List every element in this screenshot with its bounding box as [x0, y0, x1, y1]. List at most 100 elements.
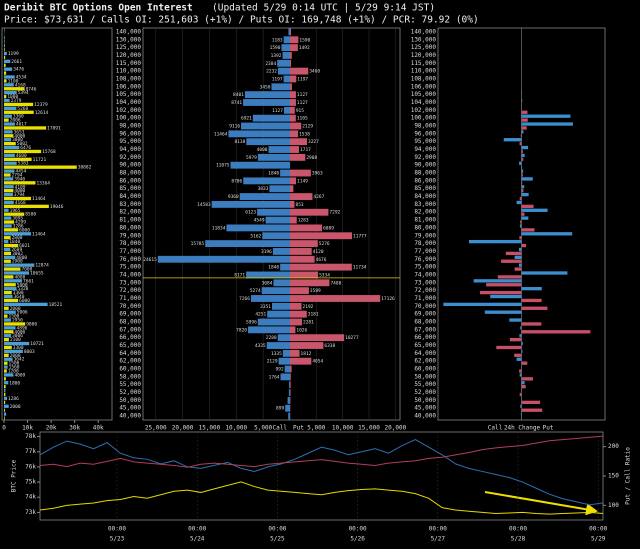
put-bar	[290, 114, 296, 122]
x-tick-label: 5,000	[307, 425, 325, 432]
change-bar	[521, 173, 523, 177]
history-line	[39, 481, 604, 515]
strike-label: 78,000	[119, 240, 141, 247]
put-bar	[290, 59, 292, 67]
x-tick-label: 40k	[93, 425, 104, 432]
bar-label: 6123	[245, 210, 256, 216]
left-frame	[1, 27, 113, 421]
strike-label: 108,000	[411, 75, 437, 82]
left-bar	[4, 388, 6, 393]
change-bar	[521, 243, 527, 248]
bar-label: 14583	[197, 202, 211, 208]
left-bar	[4, 392, 6, 397]
left-bar	[4, 185, 14, 189]
strike-label: 92,000	[119, 154, 141, 161]
left-bar	[4, 204, 49, 209]
bar-label: 9360	[228, 194, 239, 200]
left-bar	[4, 126, 47, 130]
bar-label: 7000	[21, 267, 32, 273]
bar-label: 6000	[19, 298, 30, 304]
bar-label: 19046	[50, 204, 64, 210]
left-bar	[4, 87, 25, 91]
bar-label: 2800	[12, 235, 23, 241]
strike-label: 60,000	[414, 366, 436, 373]
left-bar	[4, 232, 32, 236]
change-bar	[521, 361, 528, 365]
call-bar	[269, 185, 290, 193]
bar-label: 4120	[313, 249, 324, 255]
change-bar	[521, 145, 529, 150]
change-bar	[521, 181, 523, 185]
bar-label: 12614	[35, 110, 49, 116]
bar-label: 3476	[13, 67, 24, 73]
put-bar	[290, 302, 302, 310]
change-bar	[473, 279, 522, 283]
left-bar	[4, 404, 9, 408]
put-bar	[290, 326, 296, 334]
x-tick-label: 15,000	[199, 425, 221, 432]
strike-label: 78,000	[414, 240, 436, 247]
y-tick-label: 74k	[25, 494, 36, 501]
change-bar	[521, 400, 541, 405]
change-bar	[521, 306, 548, 310]
bar-label: 10655	[30, 271, 44, 277]
change-bar	[521, 298, 542, 303]
change-bar	[521, 216, 529, 220]
put-bar	[290, 342, 324, 349]
change-bar	[521, 381, 525, 385]
call-bar	[288, 412, 290, 420]
call-bar	[246, 138, 290, 146]
change-bar	[497, 275, 522, 279]
call-bar	[280, 169, 290, 177]
bar-label: 3360	[13, 114, 24, 120]
bar-label: 1500	[9, 314, 20, 320]
strike-label: 55,000	[119, 381, 141, 388]
change-bar	[521, 165, 523, 169]
left-bar	[4, 91, 17, 95]
x-tick-label: 20k	[46, 425, 57, 432]
axis-label: 24h Change	[504, 425, 541, 432]
x-tick-label: 25,000	[145, 425, 167, 432]
strike-label: 40,000	[119, 413, 141, 420]
strike-label: 70,000	[119, 303, 141, 310]
change-bar	[519, 373, 522, 377]
bar-label: 5162	[250, 233, 261, 239]
left-bar	[4, 130, 13, 134]
change-bar	[514, 267, 522, 271]
strike-label: 120,000	[116, 52, 142, 59]
change-bar	[490, 294, 522, 299]
put-bar	[290, 295, 381, 302]
change-bar	[521, 177, 533, 181]
bar-label: 2000	[10, 353, 21, 359]
bar-label: 4549	[254, 218, 265, 224]
left-bar	[4, 412, 7, 416]
call-bar	[277, 334, 290, 342]
bar-label: 6921	[241, 116, 252, 122]
call-bar	[287, 396, 290, 404]
bar-label: 3286	[13, 223, 24, 229]
bar-label: 1560	[9, 365, 20, 371]
bar-label: 1200	[8, 369, 19, 375]
x-tick-date: 5/27	[431, 536, 446, 543]
left-bar	[4, 220, 15, 224]
bar-label: 4617	[16, 122, 27, 128]
strike-label: 140,000	[411, 28, 437, 35]
left-bar	[4, 114, 12, 118]
bar-label: 2129	[267, 359, 278, 365]
strike-label: 62,000	[414, 358, 436, 365]
change-bar	[519, 236, 522, 240]
change-bar	[521, 330, 591, 334]
bar-label: 1127	[297, 100, 308, 106]
left-bar	[4, 106, 17, 111]
bar-label: 5002	[17, 141, 28, 147]
bar-label: 1026	[296, 327, 307, 333]
left-bar	[4, 369, 7, 373]
put-bar	[290, 208, 329, 216]
strike-label: 95,000	[414, 138, 436, 145]
strike-label: 67,000	[414, 326, 436, 333]
bar-label: 1492	[299, 45, 310, 51]
strike-label: 115,000	[411, 60, 437, 67]
change-bar	[521, 149, 523, 154]
call-bar	[257, 208, 290, 216]
